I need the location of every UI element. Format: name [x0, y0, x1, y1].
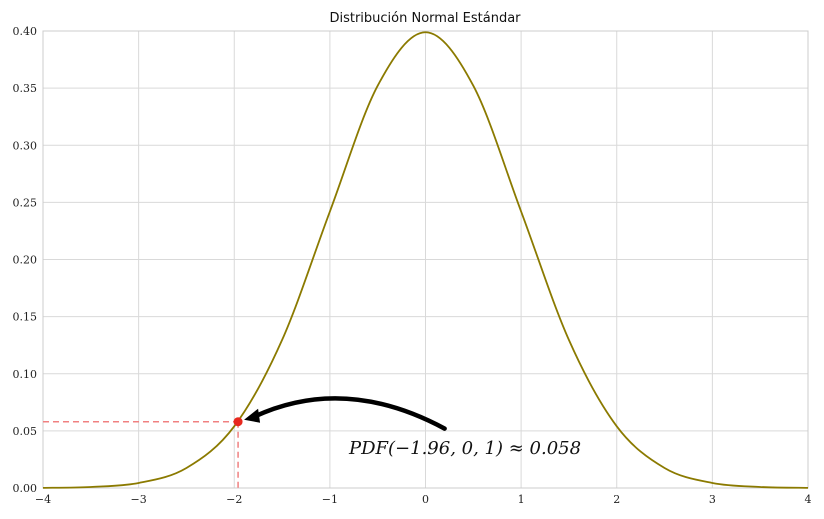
- arrow-head: [244, 408, 261, 423]
- chart-title: Distribución Normal Estándar: [329, 11, 521, 26]
- y-tick-label: 0.40: [13, 25, 38, 38]
- x-tick-label: 3: [709, 493, 716, 506]
- x-axis: −4 −3 −2 −1 0 1 2 3 4: [35, 493, 812, 506]
- annotation-text: PDF(−1.96, 0, 1) ≈ 0.058: [348, 438, 581, 459]
- annotation-arrow: [244, 396, 447, 431]
- highlight-point: [233, 417, 243, 427]
- x-tick-label: −3: [131, 493, 147, 506]
- x-tick-label: 4: [805, 493, 812, 506]
- x-tick-label: −1: [322, 493, 338, 506]
- y-tick-label: 0.15: [13, 311, 38, 324]
- highlight-guides: [43, 420, 239, 488]
- y-tick-label: 0.10: [13, 368, 38, 381]
- x-tick-label: 0: [422, 493, 429, 506]
- y-tick-label: 0.35: [13, 82, 38, 95]
- x-tick-label: 1: [518, 493, 525, 506]
- y-tick-label: 0.20: [13, 254, 38, 267]
- y-axis: 0.00 0.05 0.10 0.15 0.20 0.25 0.30 0.35 0.40: [13, 25, 38, 495]
- y-tick-label: 0.25: [13, 196, 38, 209]
- arrow-shaft: [251, 396, 447, 431]
- y-tick-label: 0.30: [13, 139, 38, 152]
- x-tick-label: 2: [613, 493, 620, 506]
- y-tick-label: 0.05: [13, 425, 38, 438]
- plot-frame: [42, 30, 809, 489]
- y-tick-label: 0.00: [13, 482, 38, 495]
- x-tick-label: −4: [35, 493, 51, 506]
- x-tick-label: −2: [226, 493, 242, 506]
- pdf-curve: [42, 31, 809, 489]
